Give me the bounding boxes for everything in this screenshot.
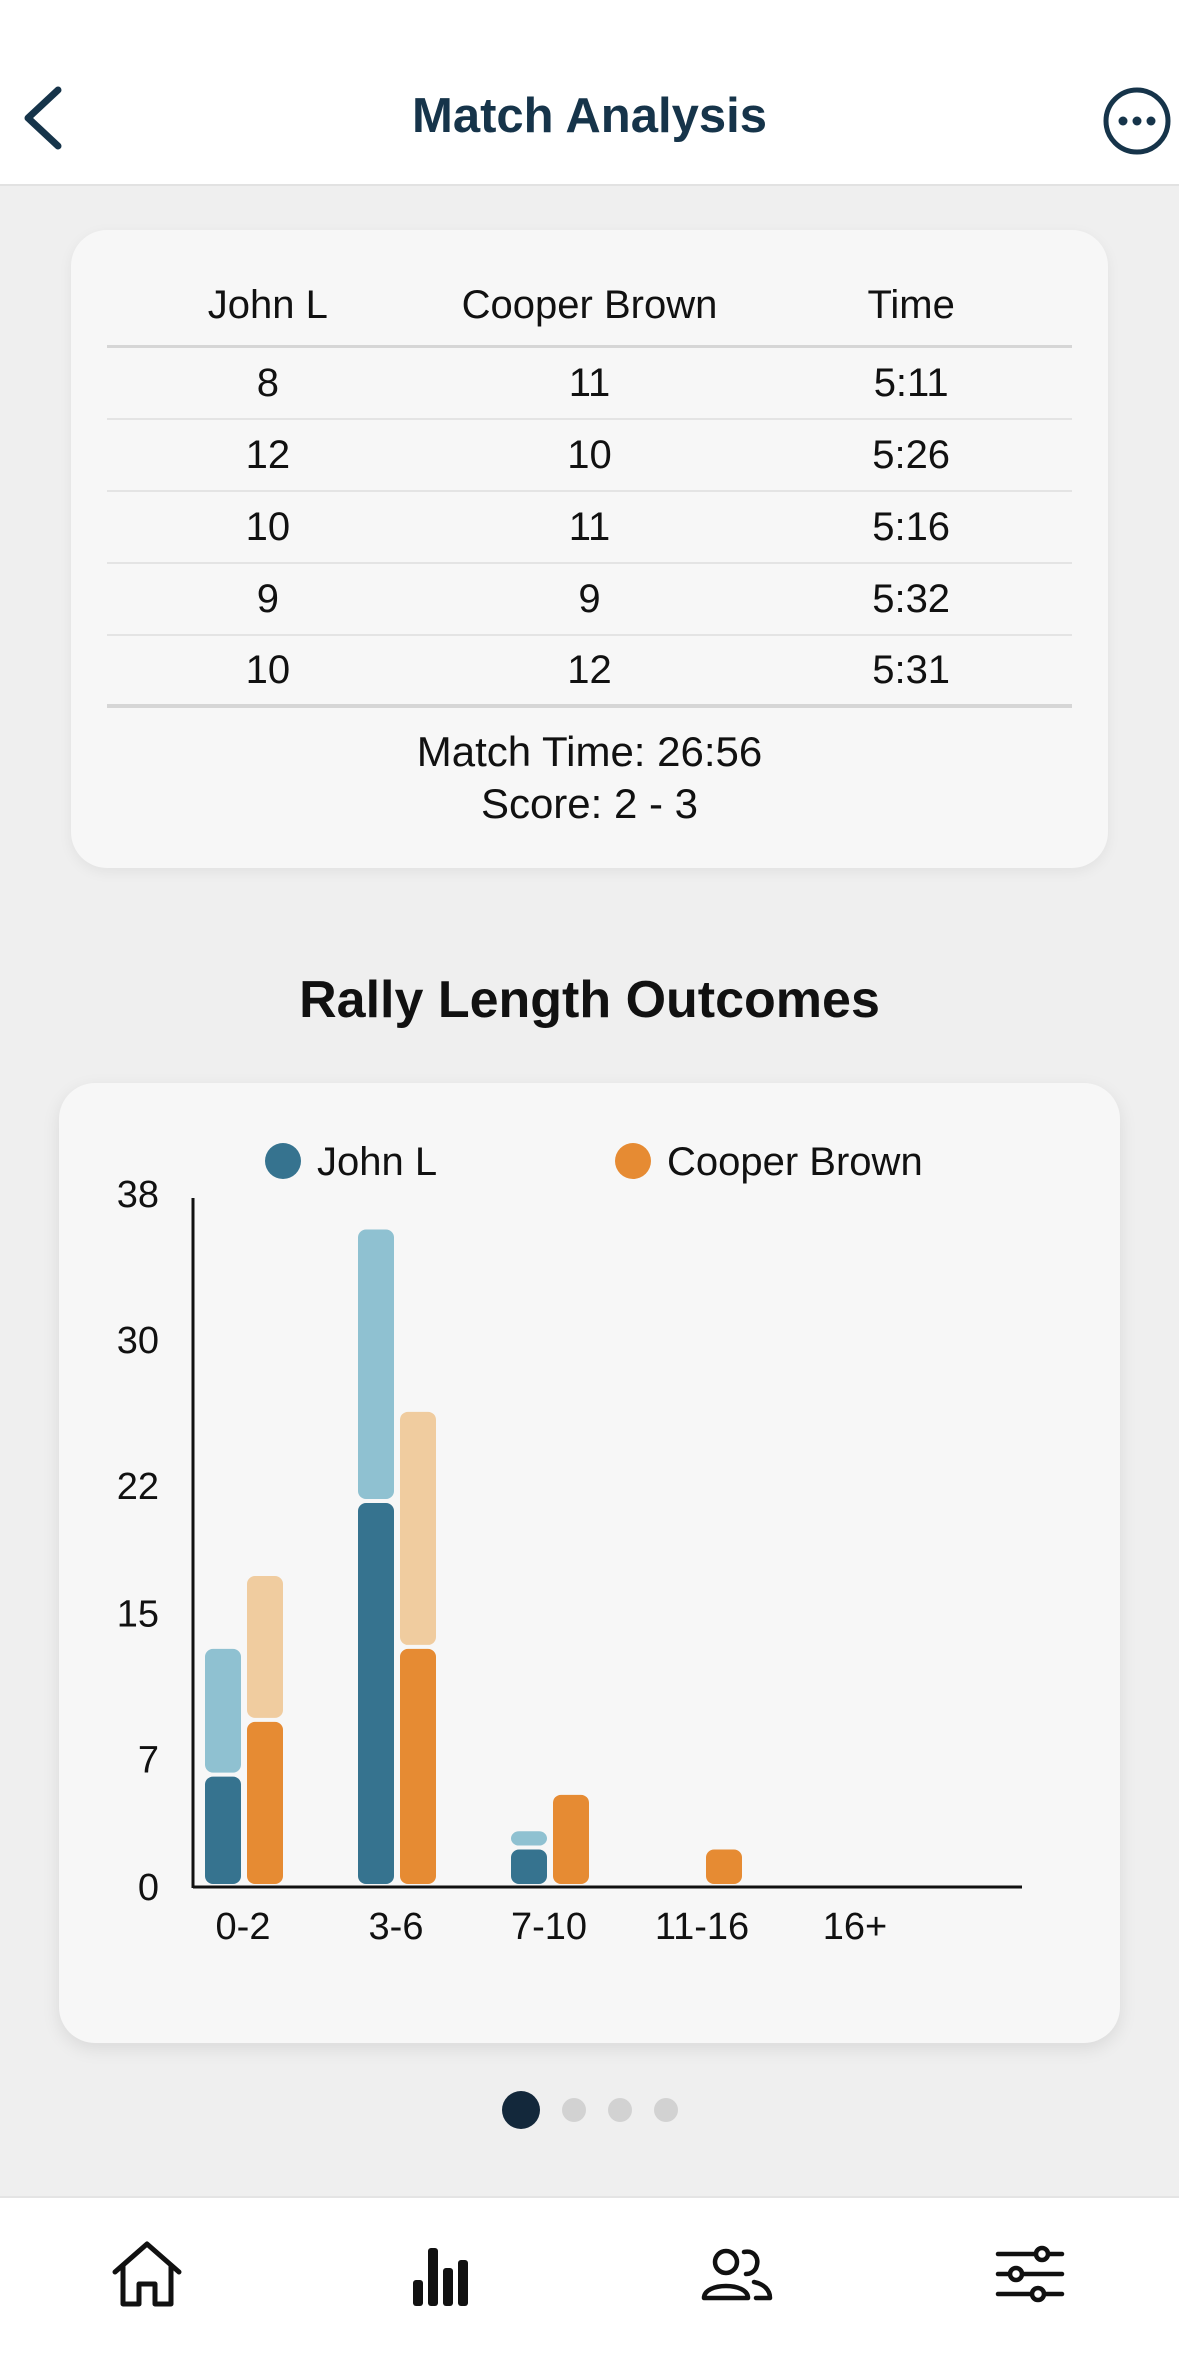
- rally-length-chart: John L Cooper Brown 0 7 15 22 30 38 0-2 3-6 7-10 11…: [117, 1140, 1022, 1948]
- x-tick-label: 3-6: [369, 1906, 424, 1948]
- y-tick-label: 15: [117, 1593, 159, 1635]
- chart-card: John L Cooper Brown 0 7 15 22 30 38 0-2 3-6 7-10 11…: [59, 1083, 1120, 2043]
- bar-segment: [511, 1831, 547, 1846]
- table-cell: 12: [567, 647, 612, 692]
- page-dot[interactable]: [607, 2098, 632, 2122]
- page-title: Match Analysis: [412, 89, 767, 143]
- x-tick-label: 0-2: [216, 1906, 271, 1948]
- page-dot[interactable]: [561, 2098, 586, 2122]
- table-cell: 11: [568, 360, 611, 405]
- table-row: 8 11 5:11: [107, 348, 1072, 420]
- bar-segment: [205, 1648, 241, 1773]
- bar-segment: [247, 1721, 283, 1884]
- header-bar: Match Analysis: [0, 0, 1179, 186]
- y-tick-label: 38: [117, 1174, 159, 1216]
- legend-swatch: [265, 1143, 301, 1179]
- table-row: 9 9 5:32: [107, 564, 1072, 636]
- users-icon[interactable]: [696, 2234, 776, 2314]
- table-row: 12 10 5:26: [107, 420, 1072, 492]
- score-table: John L Cooper Brown Time 8 11 5:11 12 10…: [107, 266, 1072, 708]
- table-cell: 5:31: [872, 647, 951, 692]
- bar-segment: [205, 1776, 241, 1884]
- table-cell: 5:26: [872, 432, 951, 477]
- legend-label: Cooper Brown: [667, 1140, 923, 1184]
- x-tick-label: 7-10: [511, 1906, 587, 1948]
- table-cell: 5:16: [872, 504, 951, 549]
- match-summary: Match Time: 26:56 Score: 2 - 3: [71, 726, 1108, 830]
- table-header-row: John L Cooper Brown Time: [107, 266, 1072, 348]
- table-cell: 11: [568, 504, 611, 549]
- sliders-icon[interactable]: [990, 2234, 1070, 2314]
- page-indicator: [0, 2090, 1179, 2130]
- table-cell: 10: [245, 647, 291, 692]
- bar-segment: [400, 1648, 436, 1884]
- y-tick-label: 30: [117, 1320, 159, 1362]
- bar-segment: [400, 1411, 436, 1645]
- column-header-time: Time: [867, 283, 955, 327]
- bar-segment: [511, 1849, 547, 1884]
- page-dot[interactable]: [653, 2098, 678, 2122]
- table-row: 10 11 5:16: [107, 492, 1072, 564]
- column-header-player2: Cooper Brown: [461, 283, 718, 327]
- table-cell: 12: [245, 432, 291, 477]
- x-tick-label: 11-16: [655, 1906, 749, 1948]
- table-row: 10 12 5:31: [107, 636, 1072, 708]
- y-tick-label: 22: [117, 1466, 159, 1508]
- bar-segment: [358, 1229, 394, 1500]
- chevron-left-icon[interactable]: [18, 80, 74, 156]
- match-time: Match Time: 26:56: [416, 728, 763, 775]
- bar-chart-icon[interactable]: [401, 2234, 481, 2314]
- table-cell: 5:11: [873, 360, 949, 405]
- section-title: Rally Length Outcomes: [299, 971, 880, 1029]
- table-cell: 5:32: [872, 576, 951, 621]
- score-card: John L Cooper Brown Time 8 11 5:11 12 10…: [71, 230, 1108, 868]
- bar-segment: [247, 1575, 283, 1718]
- page-dot[interactable]: [501, 2091, 540, 2129]
- table-cell: 9: [578, 576, 601, 621]
- home-icon[interactable]: [107, 2234, 187, 2314]
- table-cell: 10: [567, 432, 612, 477]
- table-cell: 10: [245, 504, 291, 549]
- table-cell: 8: [256, 360, 279, 405]
- bar-segment: [553, 1794, 589, 1884]
- table-cell: 9: [256, 576, 279, 621]
- bar-segment: [706, 1849, 742, 1884]
- bar-segment: [358, 1503, 394, 1884]
- legend-swatch: [615, 1143, 651, 1179]
- column-header-player1: John L: [207, 283, 328, 327]
- match-score: Score: 2 - 3: [480, 780, 699, 827]
- tab-bar: [0, 2196, 1179, 2380]
- x-tick-label: 16+: [823, 1906, 887, 1948]
- y-tick-label: 7: [138, 1739, 159, 1781]
- y-tick-label: 0: [138, 1867, 159, 1909]
- more-horizontal-circle-icon[interactable]: [1102, 86, 1172, 156]
- legend-label: John L: [317, 1140, 437, 1184]
